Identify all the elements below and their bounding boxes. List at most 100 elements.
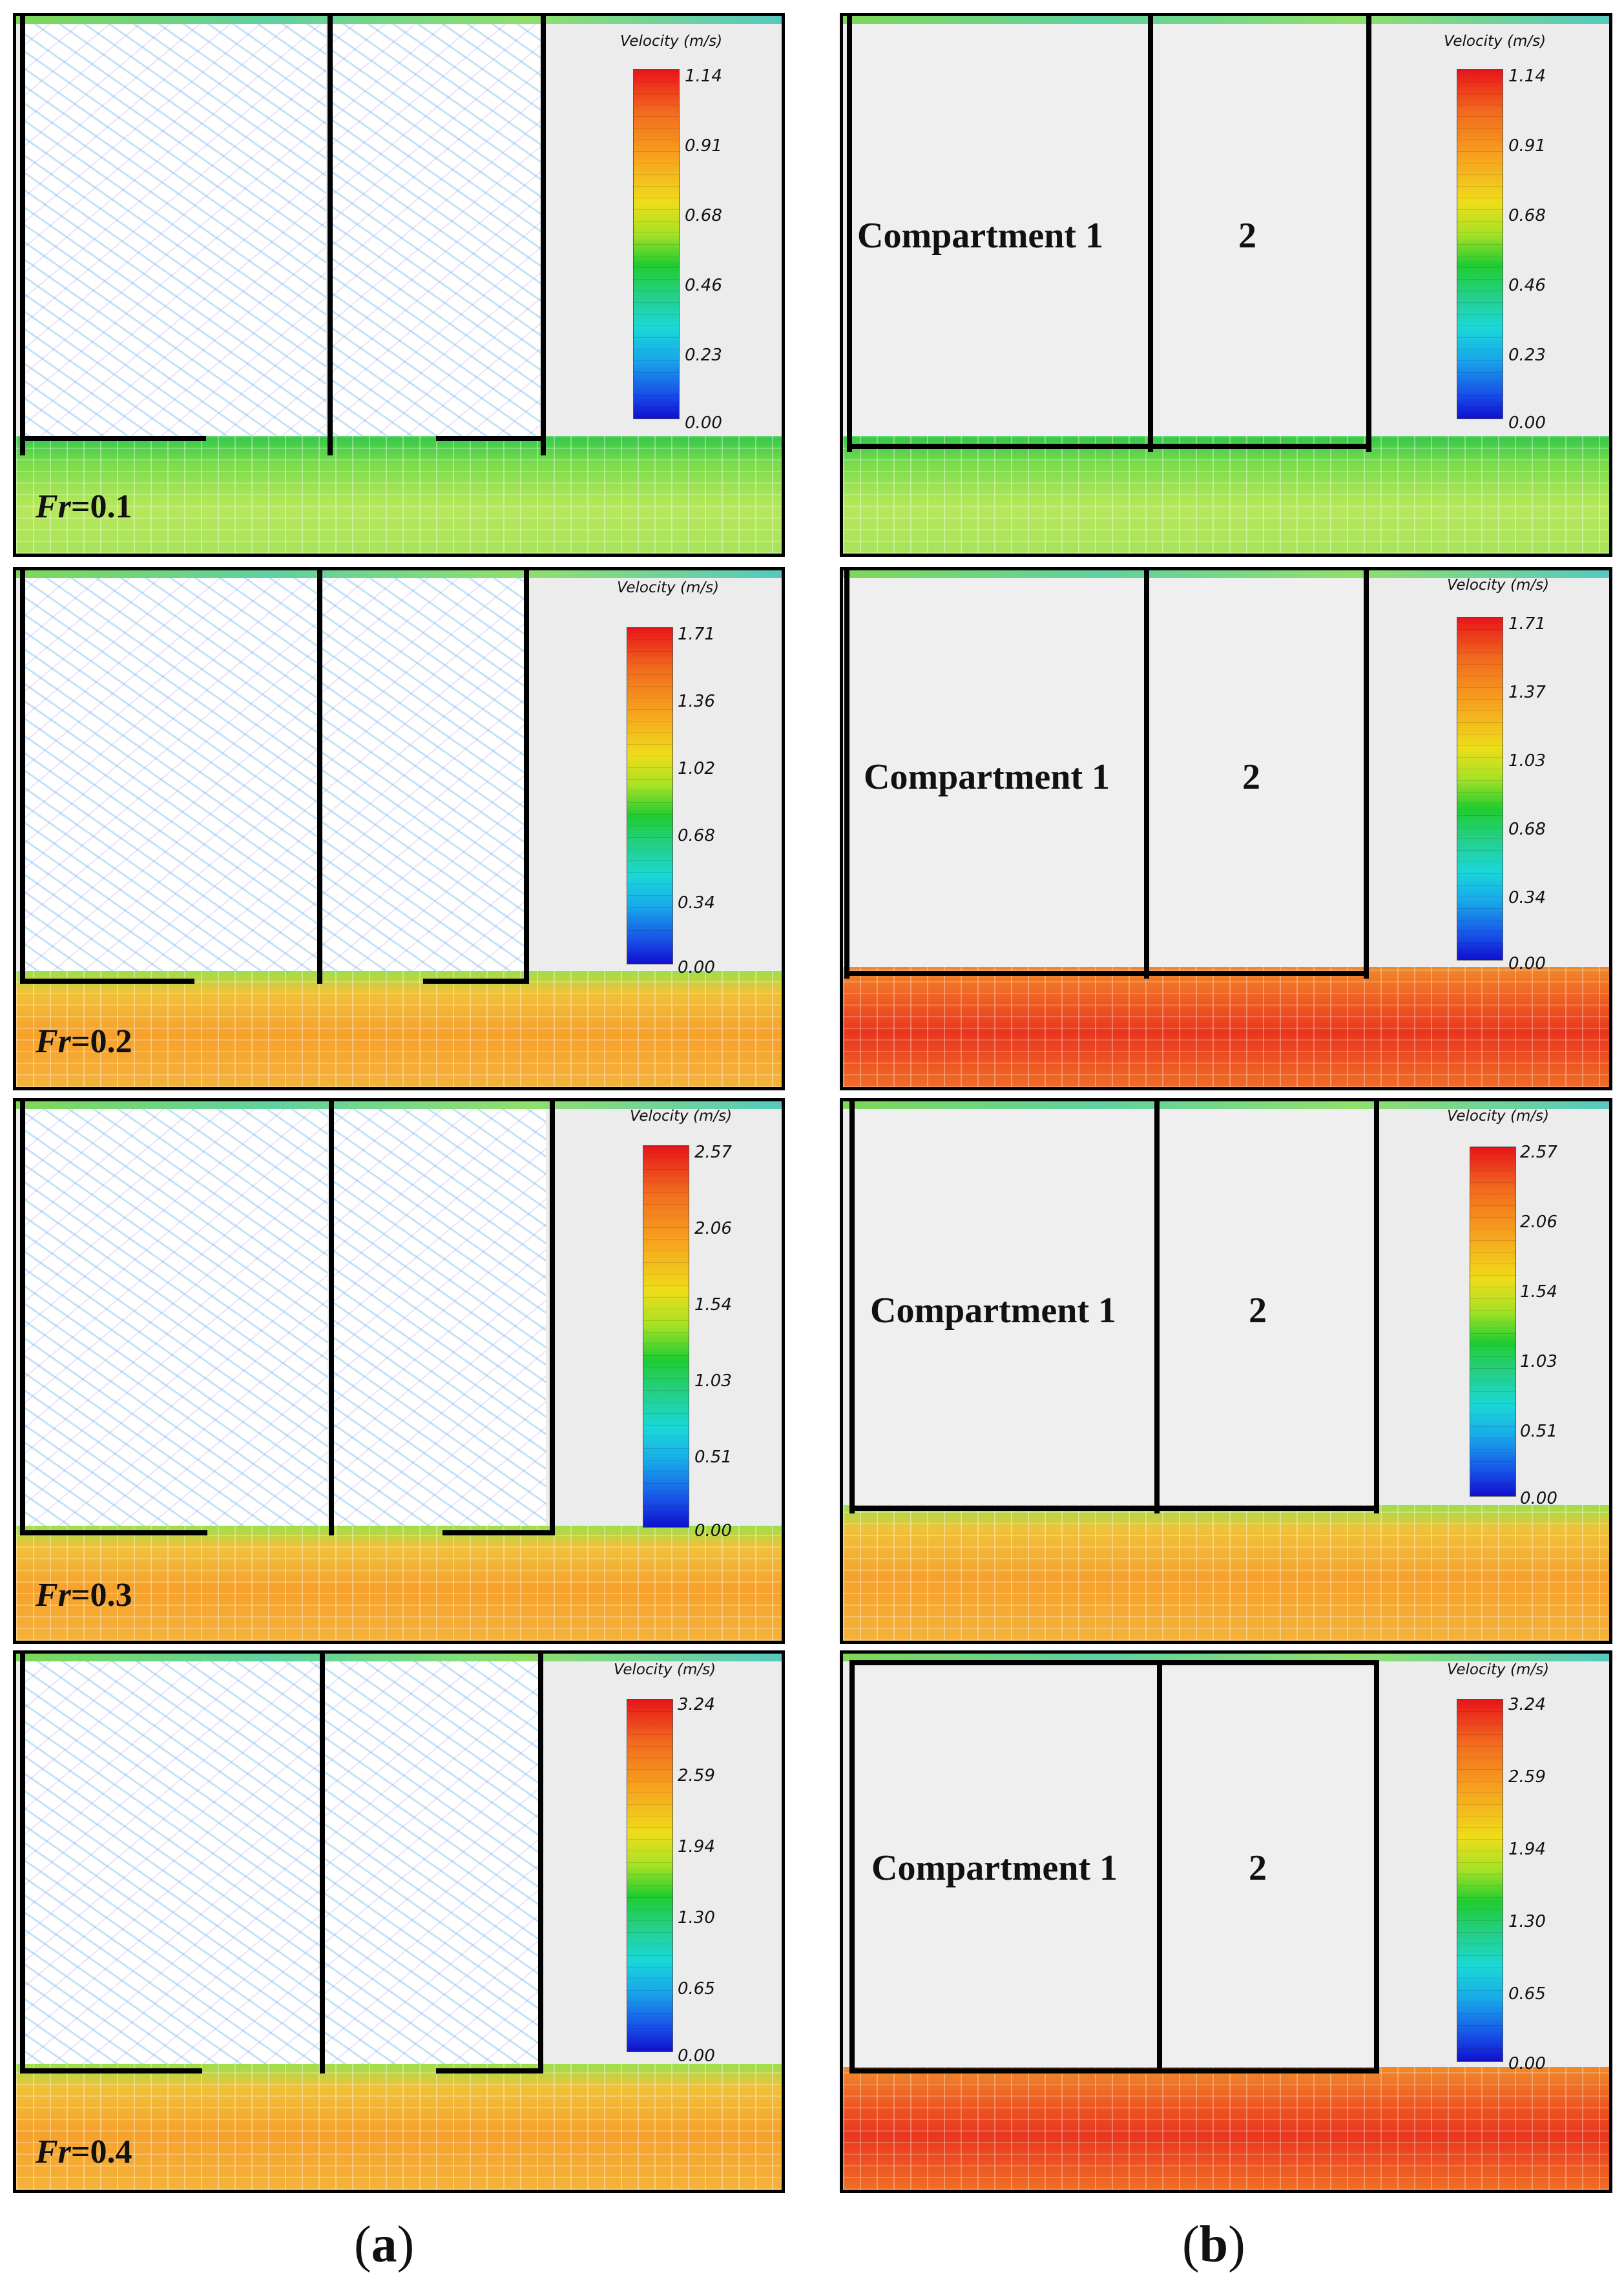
compartment-block: [849, 24, 1369, 447]
colorbar: [627, 627, 673, 964]
floor: [847, 444, 1371, 449]
wall-left: [20, 1654, 25, 2073]
panel-a-fr03: Velocity (m/s) 2.57 2.06 1.54 1.03 0.51 …: [13, 1098, 785, 1644]
colorbar-tick: 0.00: [1508, 2054, 1546, 2073]
panel-a-fr01: Velocity (m/s) 1.14 0.91 0.68 0.46 0.23 …: [13, 13, 785, 557]
colorbar-tick: 0.68: [685, 206, 722, 225]
colorbar-tick: 2.59: [1508, 1767, 1546, 1787]
colorbar-title: Velocity (m/s): [614, 1661, 716, 1678]
colorbar-title: Velocity (m/s): [1447, 1108, 1550, 1125]
colorbar-tick: 3.24: [678, 1695, 715, 1714]
compartment-1-vectors: [23, 1109, 328, 1529]
colorbar-tick: 0.23: [1508, 346, 1546, 365]
colorbar-tick: 1.03: [1508, 751, 1546, 771]
colorbar-tick: 1.36: [678, 692, 715, 711]
wall-right: [538, 1654, 543, 2073]
froude-label: Fr=0.4: [36, 2134, 132, 2170]
wall-middle: [1144, 570, 1149, 979]
wall-middle: [1157, 1660, 1162, 2073]
colorbar-tick: 0.00: [1508, 413, 1546, 433]
froude-label: Fr=0.2: [36, 1023, 132, 1060]
compartment-block: [852, 1668, 1377, 2068]
colorbar-tick: 0.68: [1508, 820, 1546, 839]
wall-middle: [329, 1101, 334, 1535]
wall-left: [20, 570, 25, 984]
colorbar-tick: 2.06: [694, 1219, 732, 1238]
top-flow-strip: [843, 16, 1609, 24]
colorbar-title: Velocity (m/s): [1444, 33, 1546, 50]
colorbar-title: Velocity (m/s): [1447, 577, 1550, 594]
floor-right: [423, 979, 529, 984]
panel-b-fr01: Compartment 1 2 Velocity (m/s) 1.14 0.91…: [840, 13, 1612, 557]
colorbar-tick: 1.03: [694, 1371, 732, 1391]
colorbar-tick: 1.37: [1508, 683, 1546, 702]
panel-a-fr02: Velocity (m/s) 1.71 1.36 1.02 0.68 0.34 …: [13, 567, 785, 1090]
colorbar-tick: 1.14: [1508, 67, 1546, 86]
colorbar-tick: 0.00: [678, 2046, 715, 2066]
compartment-2-vectors: [325, 1661, 538, 2068]
compartment-1-vectors: [23, 24, 326, 450]
floor-right: [442, 1530, 555, 1535]
wall-right: [1364, 570, 1369, 979]
colorbar-tick: 1.14: [685, 67, 722, 86]
wall-right: [524, 570, 529, 984]
colorbar-title: Velocity (m/s): [620, 33, 723, 50]
external-flow-field: [843, 436, 1609, 554]
compartment-2-vectors: [333, 1109, 546, 1529]
panel-b-fr02: Compartment 1 2 Velocity (m/s) 1.71 1.37…: [840, 567, 1612, 1090]
colorbar: [627, 1699, 673, 2052]
top-flow-strip: [843, 570, 1609, 578]
compartment-block: [849, 578, 1366, 973]
colorbar: [643, 1145, 689, 1528]
wall-left: [849, 1660, 855, 2073]
colorbar-tick: 0.91: [685, 136, 722, 156]
top-flow-strip: [16, 1101, 782, 1109]
colorbar-tick: 1.71: [1508, 614, 1546, 634]
top-flow-strip: [843, 1101, 1609, 1109]
colorbar-tick: 0.00: [1520, 1489, 1557, 1508]
colorbar-tick: 0.00: [678, 958, 715, 977]
colorbar-tick: 1.71: [678, 625, 715, 644]
wall-middle: [320, 1654, 325, 2073]
floor: [849, 2068, 1379, 2073]
colorbar-tick: 3.24: [1508, 1695, 1546, 1714]
colorbar: [633, 69, 680, 419]
colorbar: [1470, 1147, 1516, 1497]
external-flow-field: [843, 967, 1609, 1087]
external-flow-field: [843, 1505, 1609, 1641]
colorbar-tick: 1.54: [1520, 1282, 1557, 1302]
colorbar: [1457, 69, 1503, 419]
panel-b-fr04: Compartment 1 2 Velocity (m/s) 3.24 2.59…: [840, 1650, 1612, 2193]
compartment-1-label: Compartment 1: [864, 757, 1110, 797]
wall-middle: [1154, 1101, 1160, 1513]
colorbar-title: Velocity (m/s): [630, 1108, 733, 1125]
caption-a: (a): [354, 2216, 415, 2273]
wall-left: [844, 570, 849, 979]
floor-left: [20, 979, 194, 984]
external-flow-field: [843, 2067, 1609, 2190]
wall-right: [1366, 16, 1371, 452]
wall-middle: [317, 570, 322, 984]
wall-right: [1374, 1101, 1379, 1513]
colorbar: [1457, 1699, 1503, 2062]
panel-b-fr03: Compartment 1 2 Velocity (m/s) 2.57 2.06…: [840, 1098, 1612, 1644]
wall-left: [20, 1101, 25, 1535]
wall-middle: [1148, 16, 1153, 452]
wall-left: [20, 16, 25, 455]
colorbar-tick: 2.57: [694, 1143, 732, 1162]
colorbar-tick: 0.00: [685, 413, 722, 433]
colorbar-tick: 0.34: [1508, 888, 1546, 908]
froude-label: Fr=0.1: [36, 488, 132, 525]
colorbar-tick: 0.23: [685, 346, 722, 365]
colorbar-tick: 1.54: [694, 1295, 732, 1314]
compartment-1-vectors: [23, 578, 317, 979]
compartment-2-vectors: [331, 24, 541, 450]
external-flow-field: [16, 2064, 782, 2190]
wall-middle: [328, 16, 333, 455]
colorbar-tick: 0.00: [694, 1521, 732, 1541]
top-flow-strip: [843, 1654, 1609, 1661]
compartment-2-vectors: [321, 578, 525, 979]
colorbar-tick: 0.65: [678, 1979, 715, 1999]
colorbar-tick: 0.68: [678, 826, 715, 846]
colorbar-tick: 2.59: [678, 1766, 715, 1785]
